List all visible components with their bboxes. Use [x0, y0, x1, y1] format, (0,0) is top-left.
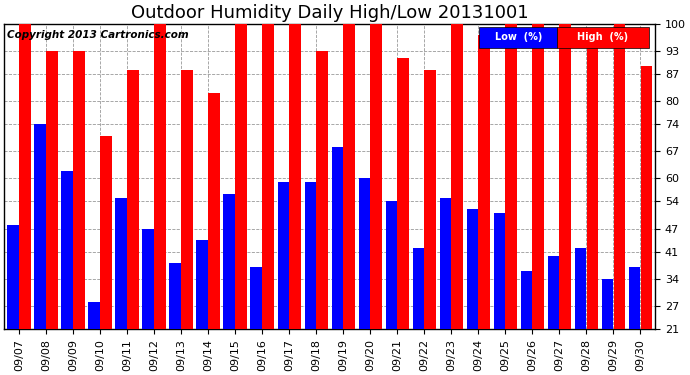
Bar [359, 178, 370, 329]
Bar [533, 24, 544, 329]
Bar [386, 201, 397, 329]
Bar [46, 51, 58, 329]
Bar [170, 263, 181, 329]
Bar [478, 35, 490, 329]
Bar [413, 248, 424, 329]
Bar [331, 147, 343, 329]
Bar [73, 51, 85, 329]
FancyBboxPatch shape [480, 27, 558, 48]
Bar [640, 66, 652, 329]
Bar [371, 24, 382, 329]
Bar [344, 24, 355, 329]
Bar [277, 182, 289, 329]
Bar [613, 24, 625, 329]
Bar [493, 213, 505, 329]
Bar [397, 58, 408, 329]
Bar [424, 70, 436, 329]
Bar [115, 198, 127, 329]
Bar [224, 194, 235, 329]
Bar [208, 93, 219, 329]
Bar [100, 136, 112, 329]
Bar [560, 24, 571, 329]
Bar [466, 209, 478, 329]
Bar [250, 267, 262, 329]
Text: Copyright 2013 Cartronics.com: Copyright 2013 Cartronics.com [8, 30, 189, 40]
Bar [506, 24, 517, 329]
Bar [440, 198, 451, 329]
Bar [548, 256, 559, 329]
Bar [289, 24, 301, 329]
Bar [34, 124, 46, 329]
Bar [197, 240, 208, 329]
Bar [520, 271, 532, 329]
Bar [235, 24, 247, 329]
Bar [317, 51, 328, 329]
Bar [181, 70, 193, 329]
Bar [8, 225, 19, 329]
Bar [602, 279, 613, 329]
Bar [88, 302, 100, 329]
Bar [629, 267, 640, 329]
Bar [61, 171, 72, 329]
Text: Low  (%): Low (%) [495, 33, 542, 42]
Bar [586, 35, 598, 329]
Title: Outdoor Humidity Daily High/Low 20131001: Outdoor Humidity Daily High/Low 20131001 [131, 4, 529, 22]
Bar [304, 182, 316, 329]
FancyBboxPatch shape [558, 27, 649, 48]
Text: High  (%): High (%) [578, 33, 629, 42]
Bar [451, 24, 463, 329]
Bar [19, 24, 30, 329]
Bar [155, 24, 166, 329]
Bar [575, 248, 586, 329]
Bar [142, 228, 154, 329]
Bar [128, 70, 139, 329]
Bar [262, 24, 274, 329]
